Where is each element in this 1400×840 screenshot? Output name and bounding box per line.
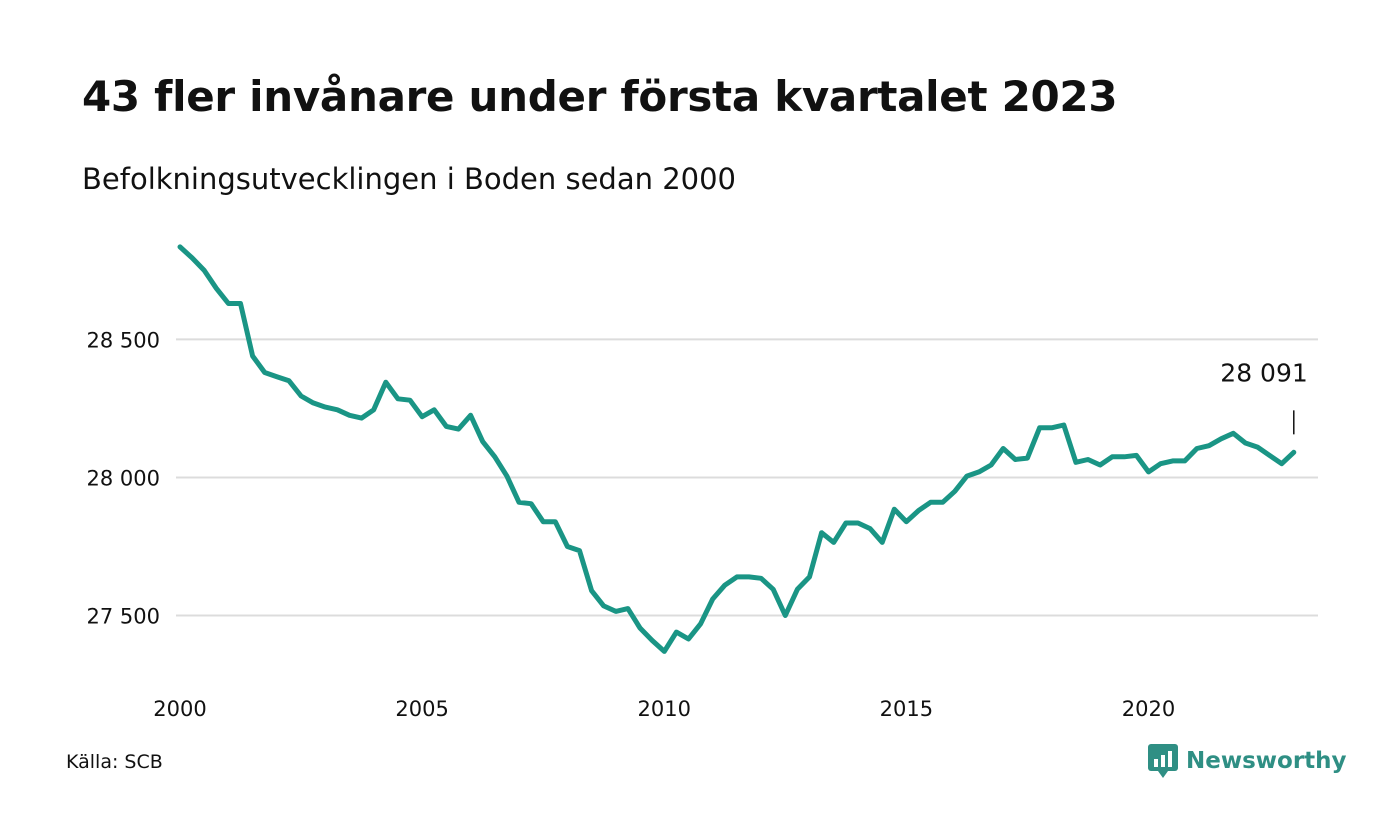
series-layer bbox=[177, 244, 1297, 654]
chart-title: 43 fler invånare under första kvartalet … bbox=[82, 72, 1118, 121]
grid-lines bbox=[176, 338, 1318, 617]
x-tick-label: 2010 bbox=[638, 697, 691, 721]
y-tick-label: 28 500 bbox=[87, 328, 160, 352]
annotation-layer: 28 091 bbox=[1220, 358, 1308, 435]
y-axis-tick-labels: 27 500 28 000 28 500 bbox=[87, 328, 160, 628]
y-tick-label: 28 000 bbox=[87, 466, 160, 490]
x-axis-tick-labels: 2000 2005 2010 2015 2020 bbox=[153, 697, 1175, 721]
x-tick-label: 2005 bbox=[395, 697, 448, 721]
x-tick-label: 2015 bbox=[880, 697, 933, 721]
x-tick-label: 2000 bbox=[153, 697, 206, 721]
x-tick-label: 2020 bbox=[1122, 697, 1175, 721]
brand-name: Newsworthy bbox=[1186, 748, 1347, 774]
y-tick-label: 27 500 bbox=[87, 605, 160, 629]
chart-subtitle: Befolkningsutvecklingen i Boden sedan 20… bbox=[82, 162, 737, 196]
brand-logo[interactable]: Newsworthy bbox=[1148, 744, 1347, 778]
series-line bbox=[177, 244, 1297, 654]
newsworthy-logo-icon bbox=[1148, 744, 1178, 778]
source-note: Källa: SCB bbox=[66, 751, 163, 773]
annotation-label: 28 091 bbox=[1220, 358, 1307, 387]
